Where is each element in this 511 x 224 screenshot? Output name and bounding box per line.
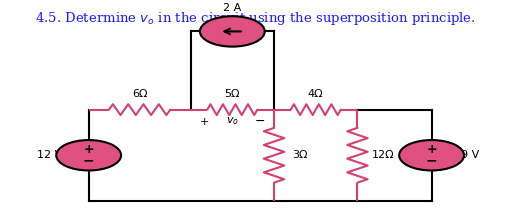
Text: +: + [426, 143, 437, 156]
Text: +: + [200, 116, 209, 127]
Text: $v_o$: $v_o$ [226, 116, 239, 127]
Circle shape [56, 140, 121, 170]
Text: 2 A: 2 A [223, 3, 242, 13]
Text: −: − [83, 153, 95, 167]
Text: 4Ω: 4Ω [308, 89, 323, 99]
Text: 5Ω: 5Ω [224, 89, 240, 99]
Circle shape [399, 140, 464, 170]
Text: 3Ω: 3Ω [292, 150, 307, 160]
Text: 6Ω: 6Ω [132, 89, 147, 99]
Circle shape [200, 16, 265, 47]
Text: 19 V: 19 V [454, 150, 479, 160]
Text: −: − [426, 153, 437, 167]
Text: 12Ω: 12Ω [371, 150, 394, 160]
Text: 4.5. Determine $v_o$ in the circuit using the superposition principle.: 4.5. Determine $v_o$ in the circuit usin… [35, 10, 476, 27]
Text: +: + [83, 143, 94, 156]
Text: 12 V: 12 V [37, 150, 62, 160]
Text: −: − [255, 115, 265, 128]
